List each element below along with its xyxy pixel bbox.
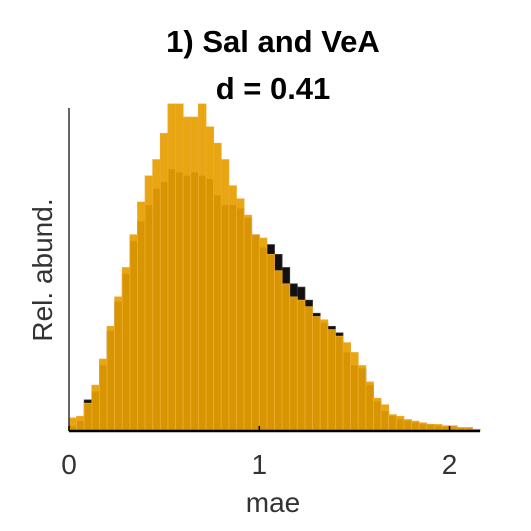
histogram-bar <box>190 116 199 432</box>
histogram-bar <box>144 175 154 432</box>
histogram-bar <box>220 159 230 432</box>
histogram-bar <box>137 201 146 432</box>
series-2 <box>68 103 481 432</box>
histogram-bar <box>228 185 237 432</box>
histogram-bar <box>258 237 268 432</box>
x-tick-label: 2 <box>442 449 458 480</box>
x-axis-label: mae <box>246 487 300 518</box>
histogram-bar <box>175 103 184 432</box>
histogram-bar <box>266 254 275 432</box>
histogram-bar <box>380 404 390 432</box>
histogram-bar <box>373 397 382 432</box>
histogram-bar <box>205 126 215 432</box>
histogram-bar <box>395 415 405 432</box>
histogram-bar <box>289 296 298 432</box>
histogram-bar <box>350 352 359 432</box>
histogram-bar <box>274 270 283 432</box>
x-axis-ticks: 0 1 2 <box>61 426 457 480</box>
histogram-bar <box>243 214 253 432</box>
histogram-bar <box>296 299 306 432</box>
histogram-bar <box>121 267 131 432</box>
histogram-bar <box>342 342 352 432</box>
histogram-bar <box>129 234 138 432</box>
histogram-bar <box>167 103 176 432</box>
histogram-bar <box>91 384 100 432</box>
histogram-bar <box>411 420 420 432</box>
x-tick-label: 0 <box>61 449 77 480</box>
chart-title: 1) Sal and VeA <box>166 24 380 59</box>
histogram-bar <box>403 419 412 432</box>
histogram-bar <box>236 198 245 432</box>
histogram-bar <box>159 133 169 432</box>
histogram-bar <box>365 381 374 432</box>
histogram-bar <box>106 325 116 432</box>
histogram-bar <box>76 415 85 432</box>
histogram-bar <box>83 402 93 432</box>
histogram-bar <box>312 316 321 432</box>
x-tick-label: 1 <box>251 449 267 480</box>
histogram-bar <box>334 335 344 432</box>
chart-subtitle: d = 0.41 <box>216 71 331 106</box>
histogram-bar <box>304 306 313 432</box>
histogram-bar <box>213 142 222 432</box>
histogram-bar <box>251 234 260 432</box>
histogram-bars <box>68 103 481 432</box>
y-axis-label: Rel. abund. <box>27 198 58 341</box>
histogram-bar <box>68 417 78 432</box>
histogram-bar <box>357 365 367 432</box>
histogram-bar <box>327 329 336 432</box>
histogram-bar <box>182 116 192 432</box>
histogram-bar <box>99 358 108 432</box>
histogram-bar <box>281 283 291 432</box>
histogram-bar <box>388 414 397 432</box>
histogram-bar <box>114 296 123 432</box>
histogram-bar <box>197 103 207 432</box>
histogram-bar <box>319 319 329 432</box>
histogram-bar <box>152 159 161 432</box>
